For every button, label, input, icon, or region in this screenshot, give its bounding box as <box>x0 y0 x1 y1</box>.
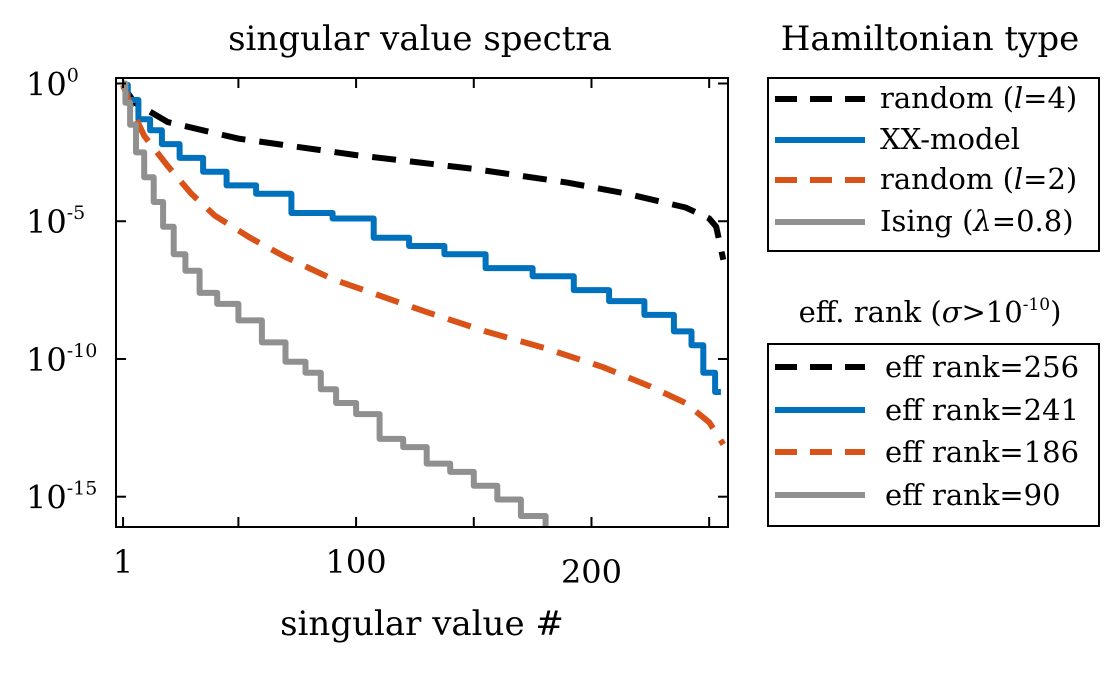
legend-label-ising: Ising (λ=0.8) <box>880 204 1074 238</box>
y-tick-label: 10-15 <box>26 478 97 517</box>
tick-layer: 1 100 200 100 10-5 10-10 10-15 <box>26 65 728 591</box>
chart-title: singular value spectra <box>228 19 612 59</box>
legend-label-random-l4: random (l=4) <box>880 81 1077 115</box>
legend-label-eff-90: eff rank=90 <box>885 478 1061 512</box>
series-line-random_l4 <box>120 84 727 261</box>
x-tick-label: 1 <box>113 543 133 581</box>
legend-effrank-title: eff. rank (σ>10-10) <box>799 295 1062 329</box>
x-axis-label: singular value # <box>280 604 564 644</box>
series-line-ising <box>122 80 559 527</box>
legend-label-eff-241: eff rank=241 <box>885 393 1079 427</box>
legend-label-eff-186: eff rank=186 <box>885 435 1079 469</box>
plot-frame <box>115 77 729 528</box>
series-line-random_l2 <box>120 83 726 447</box>
x-tick-label: 200 <box>561 553 622 591</box>
legend-label-eff-256: eff rank=256 <box>885 350 1079 384</box>
y-tick-label: 10-5 <box>26 202 85 241</box>
y-tick-label: 10-10 <box>26 340 97 379</box>
legend-hamiltonian-title: Hamiltonian type <box>781 19 1080 59</box>
y-tick-label: 100 <box>26 65 79 104</box>
legend-label-xx-model: XX-model <box>880 122 1020 156</box>
series-layer <box>120 80 727 527</box>
series-line-xx_model <box>123 81 721 395</box>
legend-label-random-l2: random (l=2) <box>880 162 1077 196</box>
x-tick-label: 100 <box>326 543 387 581</box>
